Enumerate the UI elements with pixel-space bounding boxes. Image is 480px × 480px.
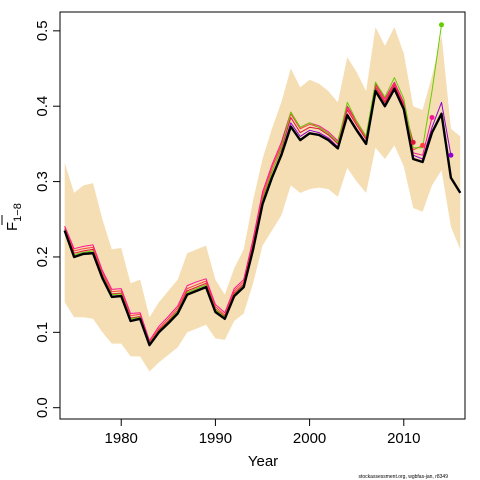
series-end-point-4 <box>439 22 444 28</box>
x-tick-label-0: 1980 <box>105 430 138 447</box>
footnote: stockassessment.org, wgbfas-jan, r8349 <box>359 474 449 480</box>
series-end-point-1 <box>410 139 416 145</box>
y-tick-label-4: 0.4 <box>34 96 51 117</box>
svg-text:F1−8: F1−8 <box>4 203 24 231</box>
y-tick-label-5: 0.5 <box>34 20 51 41</box>
x-tick-label-3: 2010 <box>387 430 420 447</box>
series-line-0 <box>63 87 462 347</box>
y-axis-title: F1−8 <box>1 203 24 231</box>
y-axis: 0.0 0.1 0.2 0.3 0.4 0.5 <box>34 20 61 418</box>
y-axis-title-main: F <box>4 222 21 231</box>
y-axis-title-subscript: 1−8 <box>12 203 24 222</box>
series-line-2 <box>64 83 423 343</box>
series-end-point-3 <box>429 115 435 120</box>
x-tick-label-1: 1990 <box>199 430 232 447</box>
y-tick-label-0: 0.0 <box>34 397 51 418</box>
series-layer <box>63 24 462 347</box>
x-axis-title: Year <box>248 453 278 470</box>
series-end-point-5 <box>448 152 454 158</box>
x-axis: 1980 1990 2000 2010 <box>105 418 420 447</box>
series-end-point-2 <box>420 142 426 148</box>
marker-layer <box>410 22 454 158</box>
y-tick-label-2: 0.2 <box>34 247 51 268</box>
y-tick-label-1: 0.1 <box>34 322 51 343</box>
y-tick-label-3: 0.3 <box>34 171 51 192</box>
x-tick-label-2: 2000 <box>293 430 326 447</box>
